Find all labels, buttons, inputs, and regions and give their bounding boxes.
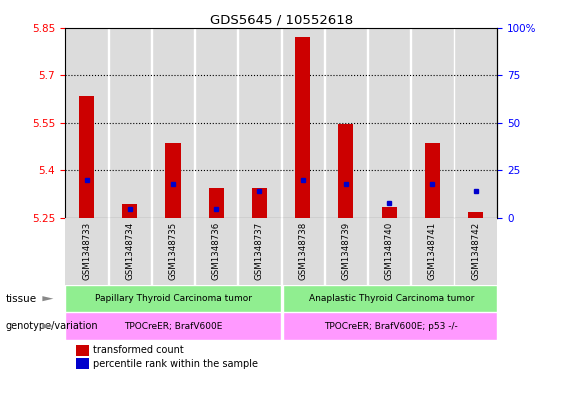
Bar (367, 28, 368, 218)
Bar (367, 218, 368, 285)
Bar (151, 218, 152, 285)
Text: GSM1348741: GSM1348741 (428, 222, 437, 280)
Text: GSM1348737: GSM1348737 (255, 222, 264, 280)
Bar (410, 28, 411, 218)
Bar (122, 204, 137, 218)
Text: GSM1348735: GSM1348735 (168, 222, 177, 280)
Text: GSM1348733: GSM1348733 (82, 222, 91, 280)
Bar (237, 28, 238, 218)
Bar (283, 285, 497, 312)
Bar (367, 28, 411, 218)
Bar (151, 28, 194, 218)
Bar (281, 28, 324, 218)
Bar (252, 188, 267, 218)
Bar (194, 28, 238, 218)
Text: GSM1348740: GSM1348740 (385, 222, 394, 280)
Bar (166, 143, 181, 218)
Bar (283, 312, 497, 340)
Text: GSM1348734: GSM1348734 (125, 222, 134, 280)
Text: tissue: tissue (6, 294, 37, 304)
Bar (324, 218, 368, 285)
Bar (65, 218, 108, 285)
Bar (367, 218, 411, 285)
Bar (79, 96, 94, 218)
Bar (381, 207, 397, 218)
Bar (194, 218, 195, 285)
Title: GDS5645 / 10552618: GDS5645 / 10552618 (210, 13, 353, 26)
Bar (338, 125, 354, 218)
Bar (65, 28, 108, 218)
Bar (108, 28, 151, 218)
Bar (454, 28, 497, 218)
Bar (454, 218, 497, 285)
Text: Papillary Thyroid Carcinoma tumor: Papillary Thyroid Carcinoma tumor (94, 294, 251, 303)
Bar (295, 37, 310, 218)
Text: GSM1348739: GSM1348739 (341, 222, 350, 279)
Bar (237, 218, 238, 285)
Text: percentile rank within the sample: percentile rank within the sample (93, 359, 258, 369)
Bar (411, 28, 454, 218)
Bar (151, 28, 152, 218)
Text: Anaplastic Thyroid Carcinoma tumor: Anaplastic Thyroid Carcinoma tumor (308, 294, 474, 303)
Bar (410, 218, 411, 285)
Bar (194, 28, 195, 218)
Bar (324, 28, 325, 218)
Bar (281, 218, 324, 285)
Bar (324, 218, 325, 285)
Bar (324, 28, 368, 218)
Text: GSM1348736: GSM1348736 (212, 222, 221, 280)
Bar (238, 28, 281, 218)
Text: transformed count: transformed count (93, 345, 184, 355)
Bar (425, 143, 440, 218)
Bar (65, 285, 281, 312)
Text: genotype/variation: genotype/variation (6, 321, 98, 331)
Bar (208, 188, 224, 218)
Text: GSM1348738: GSM1348738 (298, 222, 307, 280)
Bar (411, 218, 454, 285)
Text: GSM1348742: GSM1348742 (471, 222, 480, 280)
Bar (194, 218, 238, 285)
Bar (151, 218, 194, 285)
Bar (108, 218, 151, 285)
Text: TPOCreER; BrafV600E: TPOCreER; BrafV600E (124, 322, 222, 331)
Bar (468, 212, 483, 218)
Text: TPOCreER; BrafV600E; p53 -/-: TPOCreER; BrafV600E; p53 -/- (324, 322, 458, 331)
Bar (238, 218, 281, 285)
Bar (65, 312, 281, 340)
